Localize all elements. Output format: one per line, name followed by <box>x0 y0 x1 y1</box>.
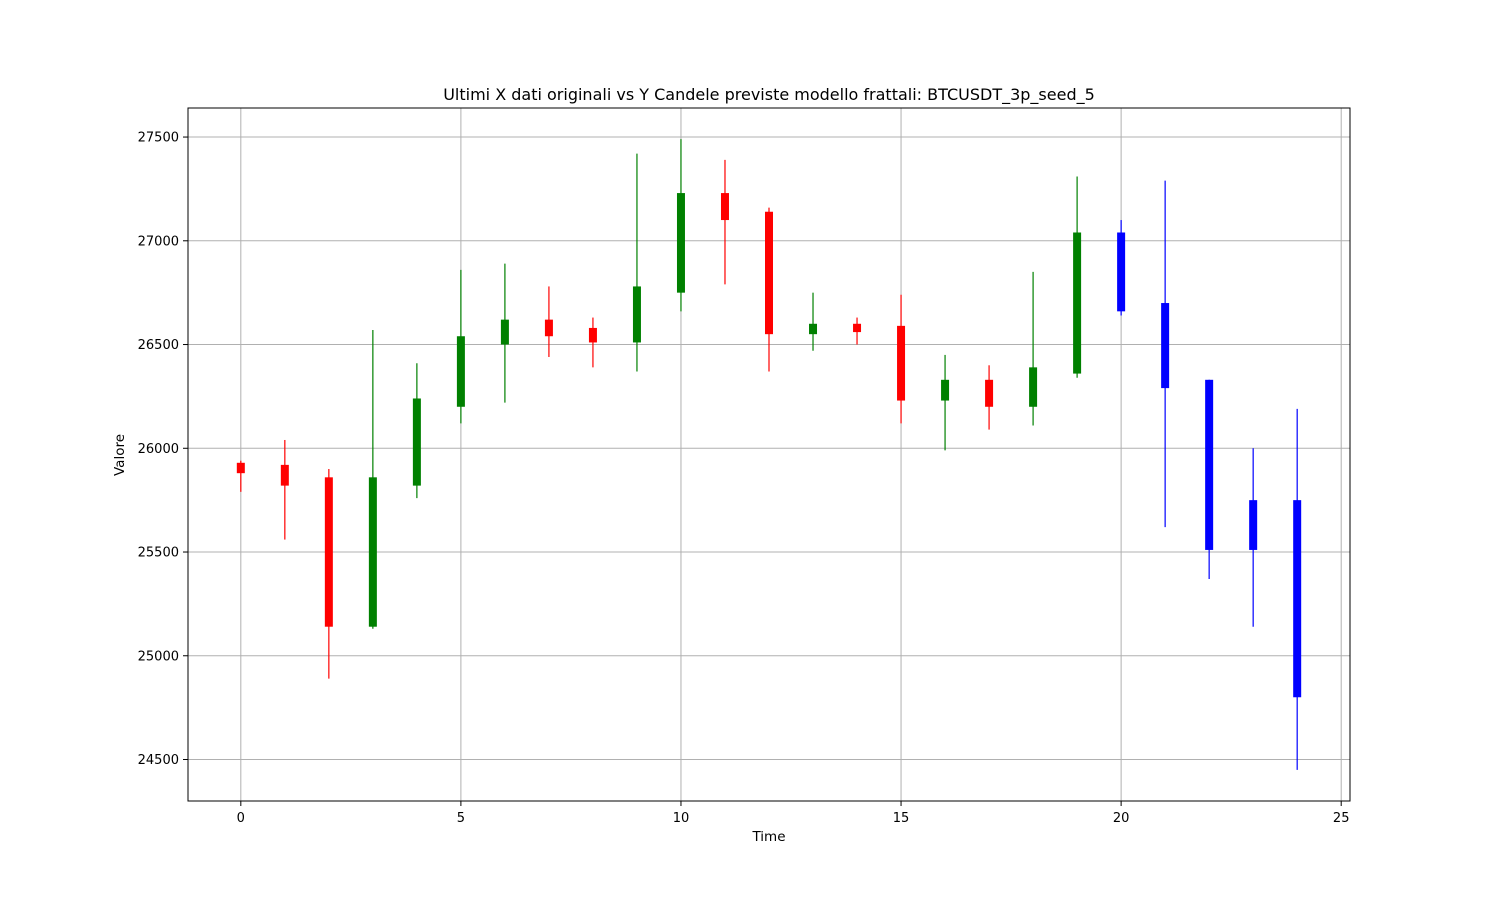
candle-body <box>1205 379 1214 550</box>
candle-body <box>368 477 377 627</box>
candle <box>324 469 333 679</box>
candle-body <box>456 336 465 407</box>
candle-body <box>1161 303 1170 389</box>
candle-body <box>236 462 245 474</box>
y-axis-label: Valore <box>112 434 128 476</box>
candle <box>1249 448 1258 627</box>
candle <box>236 460 245 492</box>
x-tick-label: 20 <box>1113 811 1130 826</box>
candle <box>1029 271 1038 426</box>
y-tick-label: 26000 <box>138 442 179 457</box>
candle <box>1205 379 1214 579</box>
x-tick-label: 10 <box>673 811 690 826</box>
candle-body <box>1293 500 1302 698</box>
candle <box>1293 408 1302 770</box>
candle <box>544 286 553 357</box>
candle-body <box>632 286 641 343</box>
candle <box>412 363 421 499</box>
candle-body <box>941 379 950 401</box>
x-tick-label: 0 <box>237 811 245 826</box>
candle-body <box>1029 367 1038 407</box>
candle <box>1073 176 1082 378</box>
candle-body <box>853 323 862 333</box>
candle <box>809 292 818 351</box>
candle-body <box>588 327 597 343</box>
candle-body <box>897 325 906 401</box>
candle-body <box>500 319 509 345</box>
candle-body <box>809 323 818 335</box>
candle <box>1117 220 1126 316</box>
candle <box>897 294 906 424</box>
candle-body <box>1249 500 1258 550</box>
x-tick-label: 25 <box>1333 811 1350 826</box>
x-tick-label: 5 <box>457 811 465 826</box>
candle-body <box>544 319 553 337</box>
candle-body <box>412 398 421 486</box>
x-tick-label: 15 <box>893 811 910 826</box>
candle-body <box>324 477 333 627</box>
candle-body <box>765 211 773 335</box>
candle <box>368 330 377 629</box>
candle <box>280 439 289 540</box>
candle <box>588 317 597 368</box>
candle-body <box>676 193 685 293</box>
candle-body <box>985 379 994 407</box>
candle-body <box>720 193 729 221</box>
candle <box>456 269 465 424</box>
candle <box>720 159 729 285</box>
x-axis-label: Time <box>751 829 785 845</box>
candle <box>632 153 641 372</box>
y-tick-label: 26500 <box>138 338 179 353</box>
candle <box>676 139 685 312</box>
candle-body <box>1117 232 1126 312</box>
y-tick-label: 27500 <box>138 131 179 146</box>
y-tick-label: 25000 <box>138 649 179 664</box>
candle <box>765 207 773 372</box>
chart-title: Ultimi X dati originali vs Y Candele pre… <box>443 85 1095 105</box>
candle-body <box>280 464 289 486</box>
candle <box>985 365 994 430</box>
axis-ticks: 0 5 10 15 20 25 24500 25000 25500 26000 26500 27000… <box>138 131 1350 826</box>
candle-body <box>1073 232 1082 374</box>
y-tick-label: 27000 <box>138 234 179 249</box>
candle <box>941 354 950 451</box>
plot-frame <box>187 107 1351 802</box>
candles <box>236 139 1302 770</box>
y-tick-label: 25500 <box>138 546 179 561</box>
y-tick-label: 24500 <box>138 753 179 768</box>
candle <box>500 263 509 403</box>
candle <box>1161 180 1170 528</box>
candle <box>853 317 862 345</box>
grid <box>188 108 1350 801</box>
